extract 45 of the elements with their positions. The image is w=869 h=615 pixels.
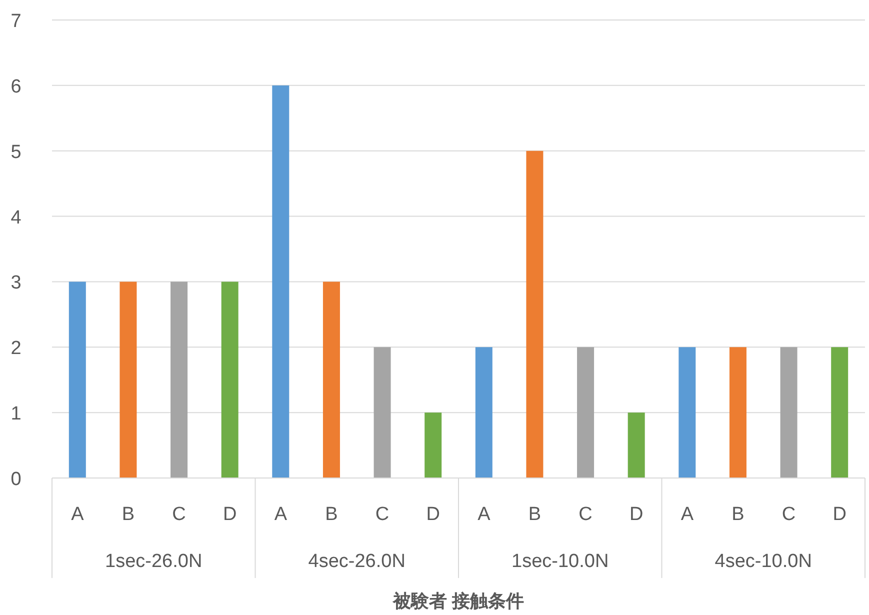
- x-tick-label: C: [782, 504, 796, 525]
- bar: [577, 347, 594, 478]
- y-tick-label: 2: [10, 338, 22, 360]
- x-tick-label: A: [71, 504, 84, 525]
- text: 1sec-26.0N: [105, 551, 202, 572]
- x-tick-label: B: [528, 504, 542, 525]
- x-tick-label: D: [222, 504, 237, 525]
- bar: [272, 85, 290, 478]
- bar: [475, 347, 492, 478]
- x-tick-label: A: [274, 504, 288, 525]
- bar: [628, 412, 645, 478]
- y-tick-label: 1: [10, 404, 22, 425]
- bar: [221, 282, 238, 478]
- x-tick-label: D: [426, 504, 440, 525]
- y-tick-label: 5: [10, 142, 22, 163]
- x-tick-label: C: [172, 504, 186, 525]
- text: 1sec-10.0N: [512, 551, 609, 572]
- x-tick-label: B: [325, 504, 338, 525]
- bar: [780, 347, 798, 478]
- y-tick-label: 6: [10, 76, 22, 98]
- bar: [424, 412, 442, 478]
- x-tick-label: A: [680, 504, 694, 525]
- text: 4sec-26.0N: [308, 551, 406, 572]
- bar: [170, 282, 188, 478]
- y-tick-label: 7: [10, 11, 22, 32]
- y-tick-label: 4: [10, 207, 22, 228]
- bar: [68, 282, 86, 478]
- x-tick-label: C: [375, 504, 390, 525]
- x-tick-label: C: [578, 504, 592, 525]
- bar: [322, 282, 340, 478]
- bar: [678, 347, 696, 478]
- text: 4sec-10.0N: [714, 551, 812, 572]
- x-tick-label: B: [732, 504, 744, 525]
- x-tick-label: D: [629, 504, 644, 525]
- y-tick-label: 0: [10, 469, 22, 490]
- bar: [526, 150, 544, 478]
- bar: [120, 282, 137, 478]
- bar: [729, 347, 746, 478]
- x-tick-label: D: [832, 504, 846, 525]
- x-tick-label: A: [478, 504, 491, 525]
- x-axis-title: 被験者 接触条件: [392, 591, 524, 611]
- bar: [831, 347, 848, 478]
- y-tick-label: 3: [10, 272, 22, 294]
- bar: [374, 347, 391, 478]
- x-tick-label: B: [122, 504, 135, 525]
